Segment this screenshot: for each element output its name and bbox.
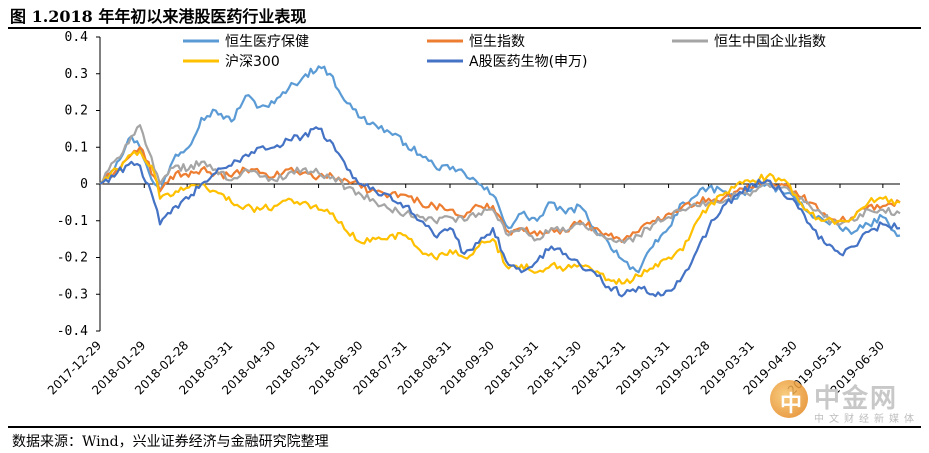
- y-tick-label: 0: [80, 177, 88, 192]
- watermark-subtitle: 中文财经新媒体: [814, 414, 919, 425]
- series-line: [99, 149, 901, 285]
- series-line: [99, 146, 901, 243]
- watermark-logo-icon: 中: [770, 380, 808, 418]
- y-tick-label: -0.3: [57, 287, 88, 302]
- source-note: 数据来源：Wind，兴业证券经济与金融研究院整理: [12, 434, 329, 450]
- title-rule: [8, 27, 921, 29]
- watermark-name: 中金网: [814, 384, 899, 414]
- y-tick-label: -0.1: [57, 214, 88, 229]
- watermark: 中 中金网 中文财经新媒体: [770, 378, 922, 425]
- y-tick-label: -0.4: [57, 324, 88, 339]
- line-chart: 0.40.30.20.10-0.1-0.2-0.3-0.42017-12-292…: [45, 30, 901, 397]
- y-tick-label: 0.3: [65, 67, 88, 82]
- series-line: [99, 65, 901, 274]
- series-line: [99, 126, 901, 298]
- legend-label: A股医药生物(申万): [469, 54, 588, 70]
- y-tick-label: 0.2: [65, 104, 88, 119]
- watermark-logo-glyph: 中: [780, 392, 803, 417]
- y-tick-label: -0.2: [57, 251, 88, 266]
- y-tick-label: 0.4: [65, 30, 89, 45]
- legend-label: 恒生中国企业指数: [714, 33, 826, 50]
- legend-label: 沪深300: [225, 54, 280, 70]
- y-tick-label: 0.1: [65, 140, 88, 155]
- source-rule: [8, 426, 921, 428]
- chart-series: [99, 65, 901, 298]
- legend-label: 恒生医疗保健: [225, 34, 309, 50]
- legend-label: 恒生指数: [469, 34, 525, 50]
- figure-title: 图 1.2018 年年初以来港股医药行业表现: [10, 7, 307, 26]
